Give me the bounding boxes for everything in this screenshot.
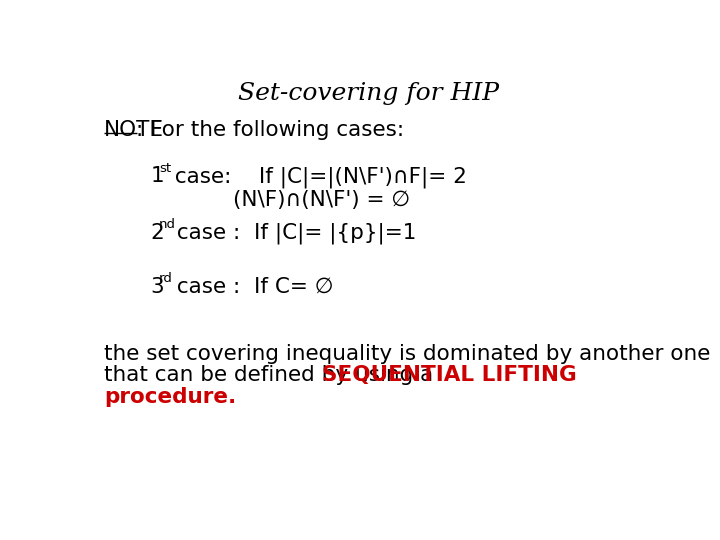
Text: rd: rd (159, 272, 173, 285)
Text: 1: 1 (150, 166, 164, 186)
Text: (N\F)∩(N\F') = ∅: (N\F)∩(N\F') = ∅ (233, 190, 410, 210)
Text: 2: 2 (150, 222, 164, 242)
Text: : For the following cases:: : For the following cases: (137, 120, 405, 140)
Text: case :  If |C|= |{p}|=1: case : If |C|= |{p}|=1 (170, 222, 416, 244)
Text: that can be defined by using a: that can be defined by using a (104, 365, 440, 385)
Text: Set-covering for HIP: Set-covering for HIP (238, 82, 500, 105)
Text: st: st (159, 162, 171, 175)
Text: procedure.: procedure. (104, 387, 236, 407)
Text: SEQUENTIAL LIFTING: SEQUENTIAL LIFTING (323, 365, 577, 385)
Text: nd: nd (159, 218, 176, 231)
Text: case:    If |C|=|(N\F')∩F|= 2: case: If |C|=|(N\F')∩F|= 2 (168, 166, 467, 188)
Text: NOTE: NOTE (104, 120, 164, 140)
Text: the set covering inequality is dominated by another one: the set covering inequality is dominated… (104, 343, 711, 363)
Text: case :  If C= ∅: case : If C= ∅ (170, 276, 333, 296)
Text: 3: 3 (150, 276, 164, 296)
